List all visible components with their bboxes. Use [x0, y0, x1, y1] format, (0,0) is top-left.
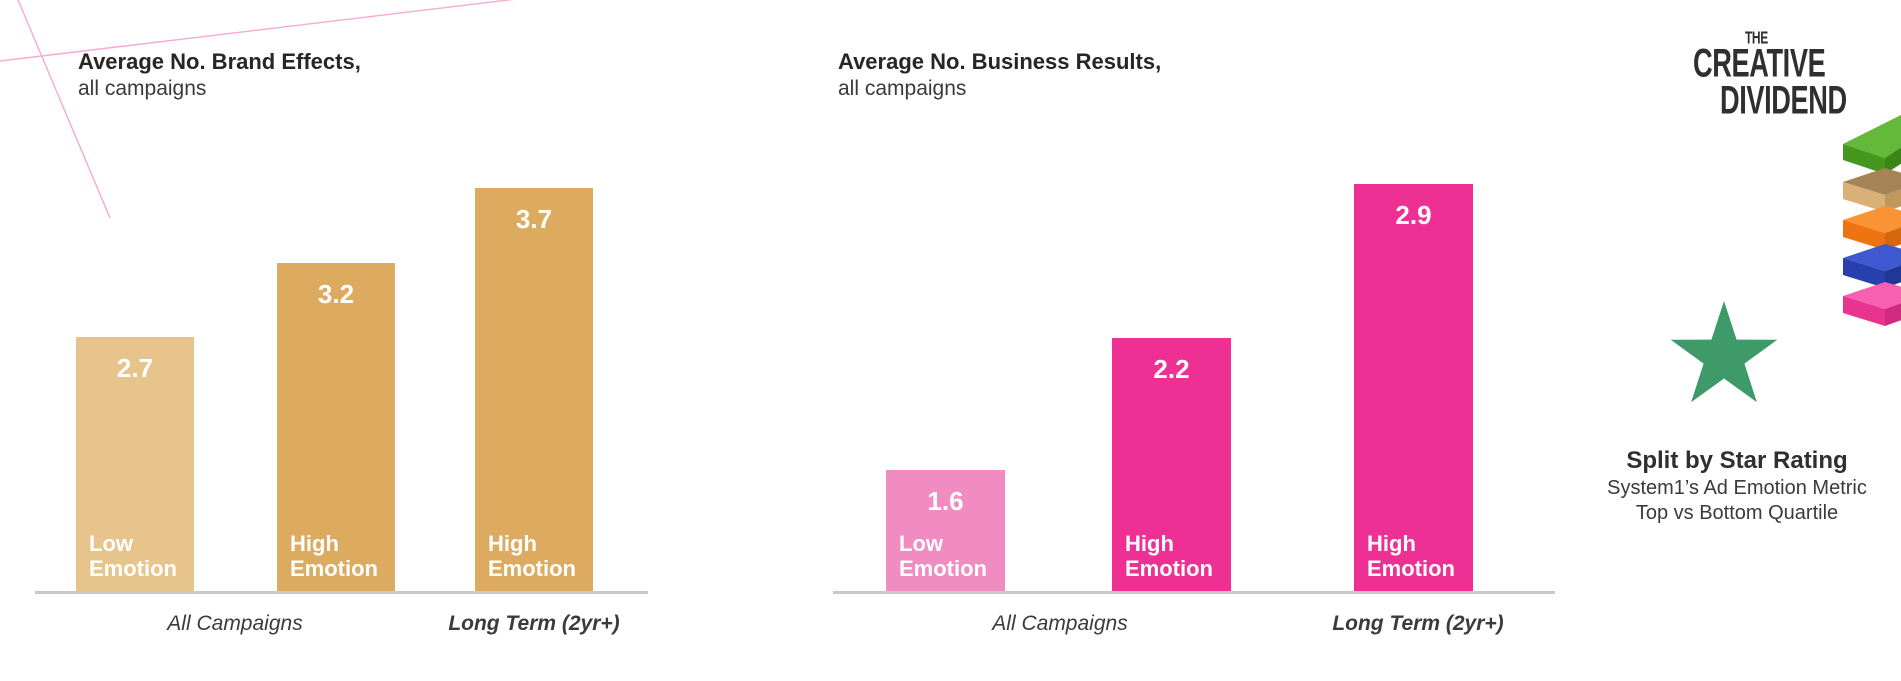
bar-category-label: High Emotion: [488, 531, 576, 582]
x-group-label-all-campaigns: All Campaigns: [992, 612, 1128, 635]
annotation-title: Split by Star Rating: [1626, 447, 1848, 474]
bar-category-label: High Emotion: [1125, 531, 1213, 582]
bar-low-emotion: 2.7 Low Emotion: [76, 337, 194, 591]
bar-value-label: 2.2: [1153, 354, 1190, 384]
bar-value-label: 2.7: [116, 353, 154, 383]
annotation-line1: System1’s Ad Emotion Metric: [1607, 477, 1867, 499]
bar-category-label: Low Emotion: [899, 531, 987, 582]
bar-value-label: 3.2: [317, 279, 355, 309]
bar-value-label: 3.7: [515, 204, 553, 234]
bar-high-emotion: 2.2 High Emotion: [1112, 338, 1231, 591]
x-group-label-all-campaigns: All Campaigns: [167, 612, 303, 635]
logo-dividend: DIVIDEND: [1720, 78, 1847, 123]
creative-dividend-logo: THE CREATIVE DIVIDEND: [1688, 26, 1878, 126]
chart-title-line2: all campaigns: [78, 77, 207, 100]
bar-high-emotion: 2.9 High Emotion: [1354, 184, 1473, 591]
layered-bars-3d-icon: [1835, 110, 1901, 350]
logo-the: THE: [1745, 28, 1768, 49]
x-axis-line: [35, 591, 648, 594]
chart-title: Average No. Brand Effects, all campaigns: [78, 48, 361, 102]
bar-high-emotion: 3.2 High Emotion: [277, 263, 395, 591]
star-rating-annotation: Split by Star Rating System1’s Ad Emotio…: [1577, 446, 1897, 526]
bar-low-emotion: 1.6 Low Emotion: [886, 470, 1005, 591]
chart-title-line2: all campaigns: [838, 77, 967, 100]
bar-category-label: High Emotion: [1367, 531, 1455, 582]
bar-value-label: 1.6: [927, 486, 964, 516]
chart-title-line1: Average No. Business Results,: [838, 49, 1162, 74]
decorative-frame-lines: [0, 0, 515, 219]
bar-category-label: High Emotion: [290, 531, 378, 582]
logo-creative: CREATIVE: [1693, 41, 1826, 86]
chart-title-line1: Average No. Brand Effects,: [78, 49, 361, 74]
annotation-line2: Top vs Bottom Quartile: [1635, 502, 1839, 524]
x-group-label-long-term: Long Term (2yr+): [1332, 612, 1504, 635]
bar-high-emotion: 3.7 High Emotion: [475, 188, 593, 591]
bar-category-label: Low Emotion: [89, 531, 177, 582]
chart-title: Average No. Business Results, all campai…: [838, 48, 1161, 102]
x-group-label-long-term: Long Term (2yr+): [448, 612, 620, 635]
x-axis-line: [833, 591, 1555, 594]
bar-value-label: 2.9: [1395, 200, 1432, 230]
star-icon: [1668, 300, 1780, 412]
